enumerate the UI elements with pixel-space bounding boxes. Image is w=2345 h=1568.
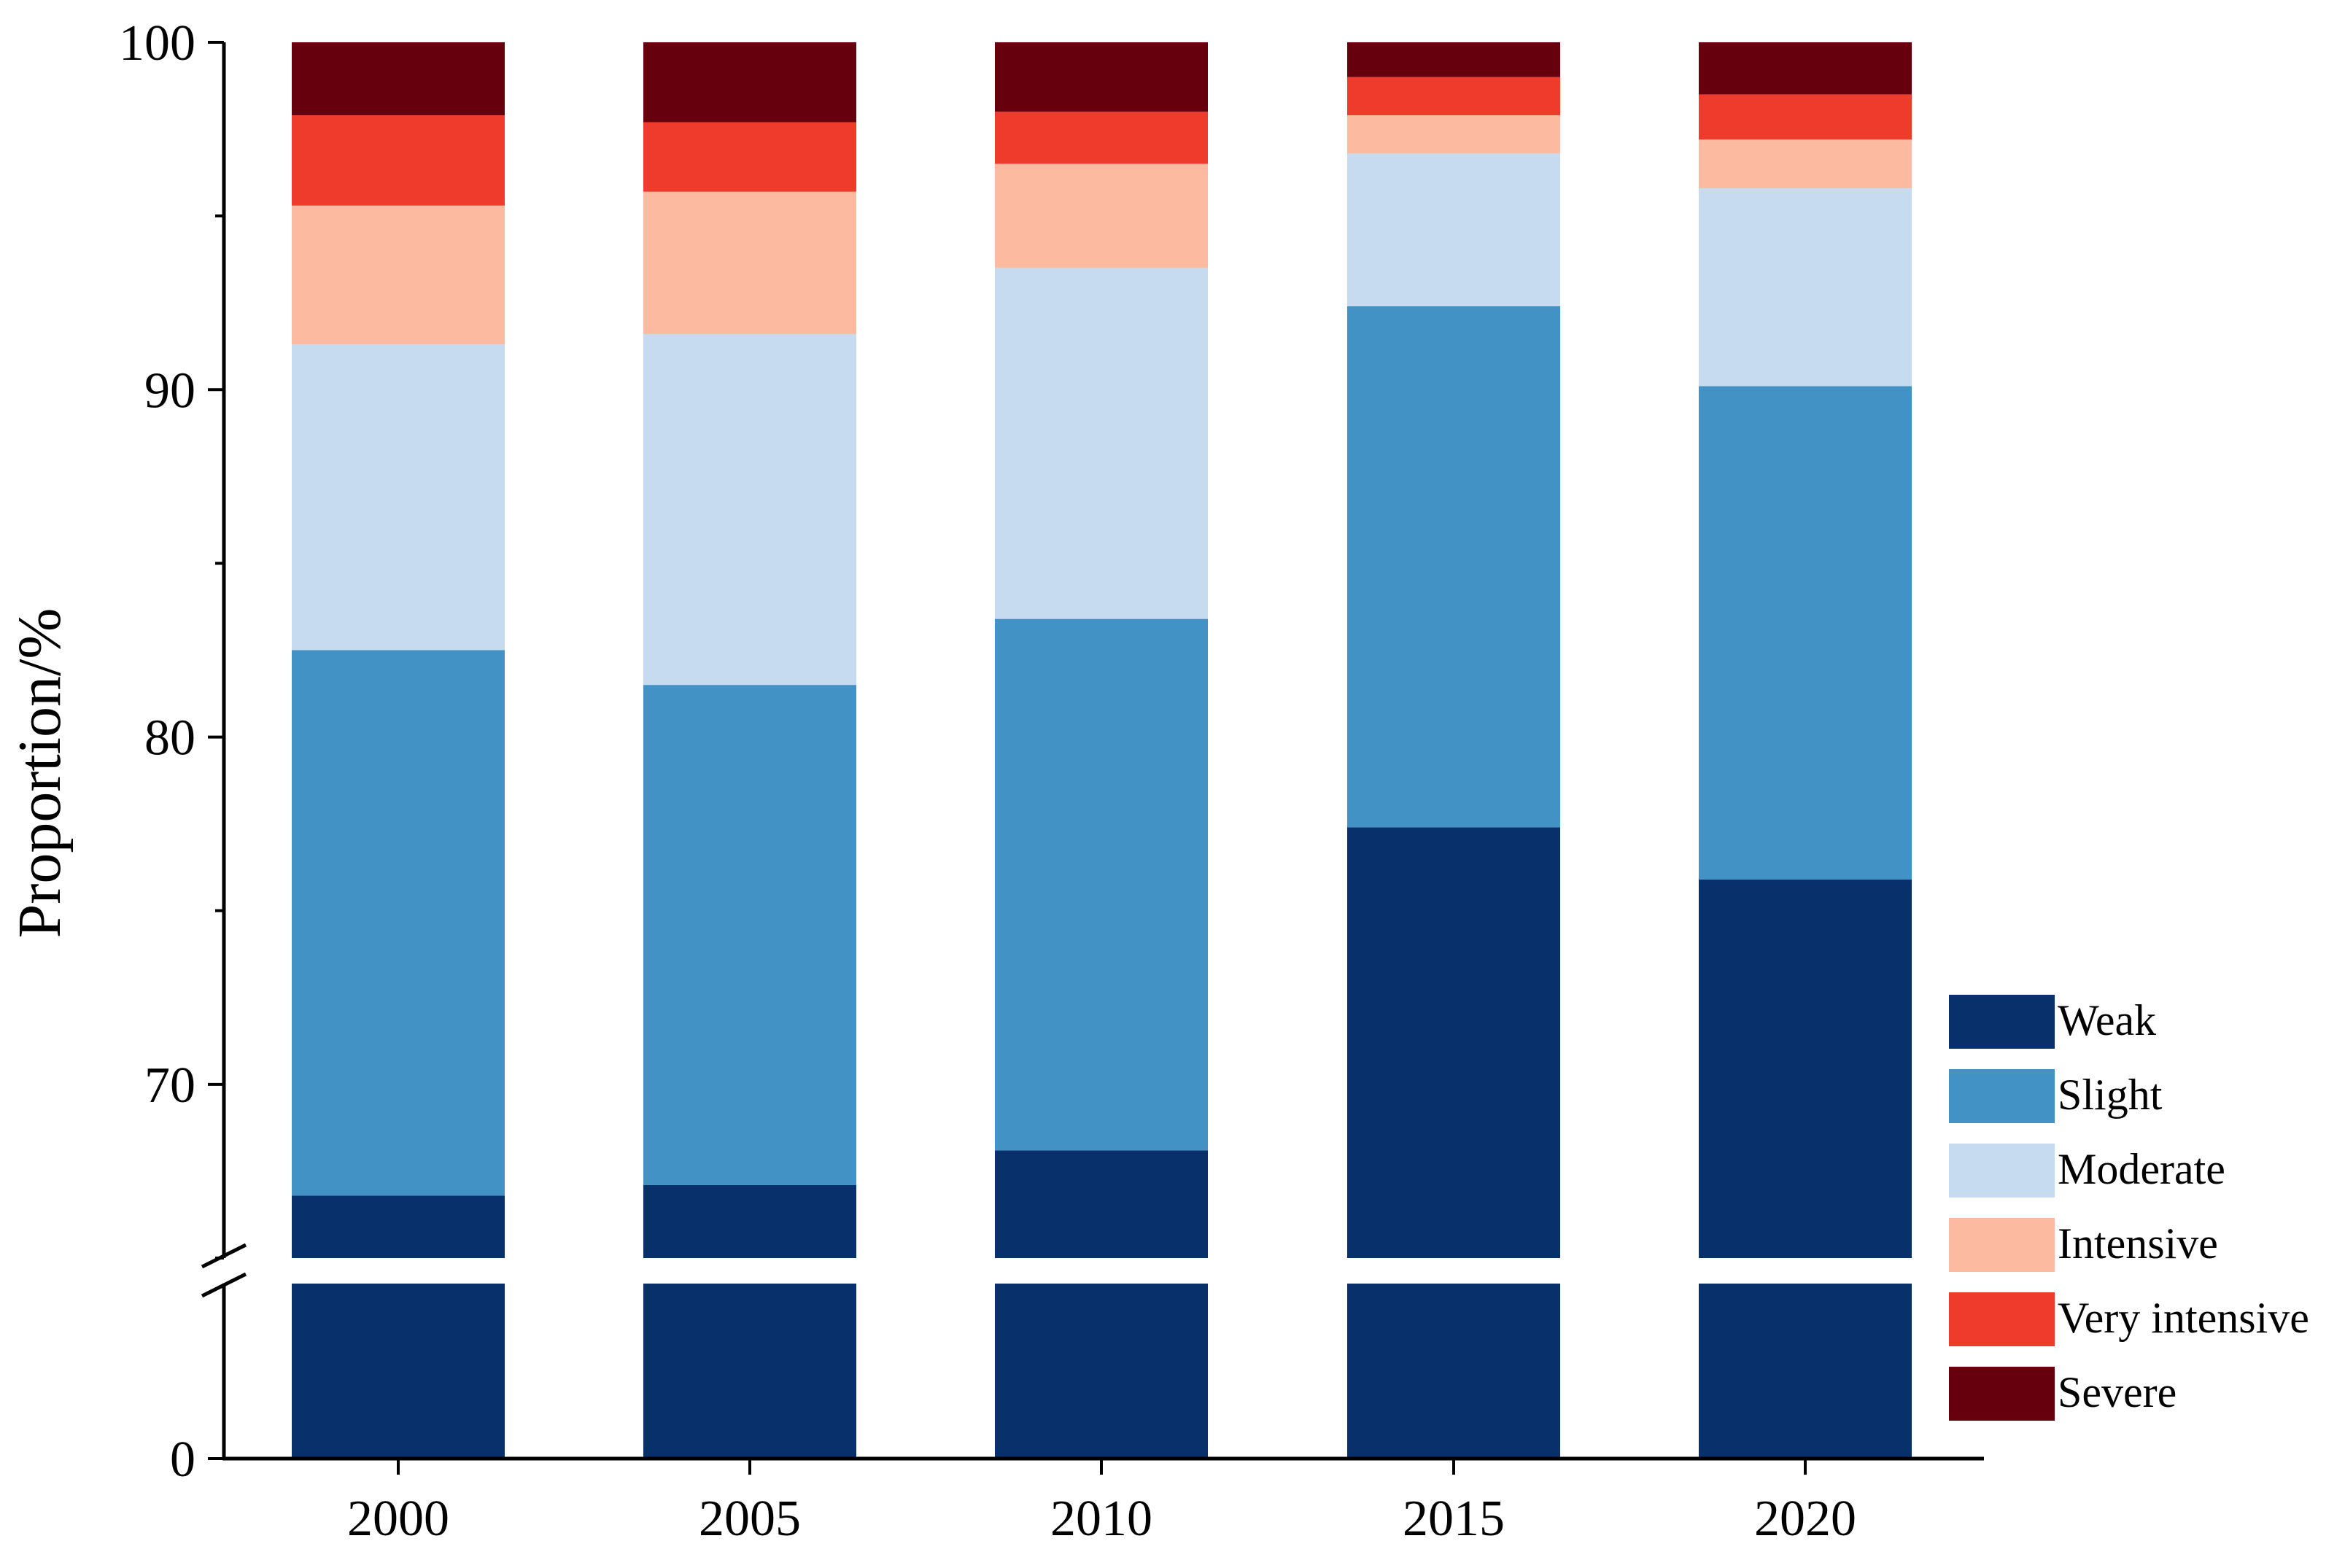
ticks-layer: 2000 2005 2010 2015 2020 0 70 80 90 100 bbox=[119, 15, 1856, 1547]
bar-segment-slight-2015 bbox=[1347, 306, 1560, 828]
legend-label-severe: Severe bbox=[2058, 1368, 2177, 1416]
x-tick-label-2020: 2020 bbox=[1754, 1491, 1856, 1547]
bar-segment-intensive-2010 bbox=[995, 163, 1208, 268]
legend: Weak Slight Moderate Intensive Very intensiv… bbox=[1949, 995, 2309, 1421]
bar-segment-intensive-2015 bbox=[1347, 115, 1560, 154]
bar-segment-very-intensive-2000 bbox=[292, 115, 505, 206]
y-tick-label-70: 70 bbox=[144, 1057, 195, 1114]
x-tick-label-2010: 2010 bbox=[1050, 1491, 1152, 1547]
bar-segment-intensive-2020 bbox=[1699, 139, 1912, 189]
bar-segment-weak-2015 bbox=[1347, 827, 1560, 1258]
bars-layer bbox=[292, 42, 1912, 1459]
axes-layer bbox=[201, 42, 1984, 1461]
bar-segment-lower-weak-2005 bbox=[643, 1284, 856, 1459]
legend-swatch-severe bbox=[1949, 1367, 2055, 1421]
bar-segment-slight-2020 bbox=[1699, 386, 1912, 880]
bar-segment-weak-2000 bbox=[292, 1195, 505, 1258]
bar-segment-moderate-2000 bbox=[292, 344, 505, 651]
bar-segment-moderate-2015 bbox=[1347, 153, 1560, 306]
x-tick-label-2015: 2015 bbox=[1403, 1491, 1505, 1547]
bar-segment-lower-weak-2010 bbox=[995, 1284, 1208, 1459]
bar-segment-very-intensive-2010 bbox=[995, 112, 1208, 164]
bar-segment-severe-2015 bbox=[1347, 42, 1560, 77]
legend-swatch-slight bbox=[1949, 1069, 2055, 1123]
bar-segment-weak-2005 bbox=[643, 1184, 856, 1258]
bar-segment-lower-weak-2015 bbox=[1347, 1284, 1560, 1459]
bar-segment-moderate-2005 bbox=[643, 334, 856, 686]
legend-label-weak: Weak bbox=[2058, 996, 2156, 1044]
y-tick-label-90: 90 bbox=[144, 362, 195, 419]
bar-segment-severe-2010 bbox=[995, 42, 1208, 112]
bar-segment-slight-2000 bbox=[292, 650, 505, 1196]
bar-segment-very-intensive-2015 bbox=[1347, 77, 1560, 116]
bar-segment-severe-2000 bbox=[292, 42, 505, 116]
legend-label-very-intensive: Very intensive bbox=[2058, 1294, 2309, 1342]
axis-break-mark-upper bbox=[201, 1243, 247, 1269]
bar-segment-very-intensive-2005 bbox=[643, 122, 856, 192]
y-tick-label-0: 0 bbox=[170, 1432, 195, 1488]
legend-label-moderate: Moderate bbox=[2058, 1145, 2225, 1193]
axis-break-mark-lower bbox=[201, 1272, 247, 1298]
y-tick-label-100: 100 bbox=[119, 15, 195, 71]
bar-segment-weak-2020 bbox=[1699, 879, 1912, 1258]
legend-swatch-moderate bbox=[1949, 1144, 2055, 1198]
bar-segment-weak-2010 bbox=[995, 1150, 1208, 1258]
bar-segment-lower-weak-2000 bbox=[292, 1284, 505, 1459]
legend-swatch-weak bbox=[1949, 995, 2055, 1049]
bar-segment-moderate-2020 bbox=[1699, 188, 1912, 387]
bar-segment-very-intensive-2020 bbox=[1699, 94, 1912, 140]
bar-segment-slight-2005 bbox=[643, 685, 856, 1185]
x-tick-label-2005: 2005 bbox=[699, 1491, 801, 1547]
legend-swatch-very-intensive bbox=[1949, 1292, 2055, 1346]
legend-label-intensive: Intensive bbox=[2058, 1219, 2218, 1268]
legend-swatch-intensive bbox=[1949, 1218, 2055, 1272]
bar-segment-moderate-2010 bbox=[995, 268, 1208, 619]
bar-segment-severe-2020 bbox=[1699, 42, 1912, 95]
legend-label-slight: Slight bbox=[2058, 1071, 2163, 1119]
bar-segment-intensive-2000 bbox=[292, 205, 505, 345]
bar-segment-severe-2005 bbox=[643, 42, 856, 123]
y-axis-title: Proportion/% bbox=[6, 608, 74, 939]
x-tick-label-2000: 2000 bbox=[347, 1491, 449, 1547]
bar-segment-intensive-2005 bbox=[643, 191, 856, 335]
bar-segment-slight-2010 bbox=[995, 618, 1208, 1151]
bar-segment-lower-weak-2020 bbox=[1699, 1284, 1912, 1459]
y-tick-label-80: 80 bbox=[144, 710, 195, 766]
